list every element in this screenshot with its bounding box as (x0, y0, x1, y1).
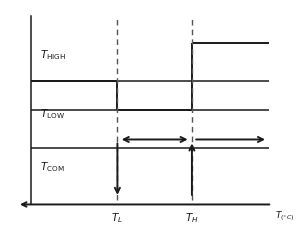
Text: $T_L$: $T_L$ (111, 211, 123, 225)
Text: $T_{\rm COM}$: $T_{\rm COM}$ (40, 161, 65, 174)
Text: $T_{\rm HIGH}$: $T_{\rm HIGH}$ (40, 49, 66, 62)
Text: $T_{(°C)}$: $T_{(°C)}$ (275, 209, 295, 223)
Text: $T_{\rm LOW}$: $T_{\rm LOW}$ (40, 107, 65, 121)
Text: $T_H$: $T_H$ (185, 211, 199, 225)
